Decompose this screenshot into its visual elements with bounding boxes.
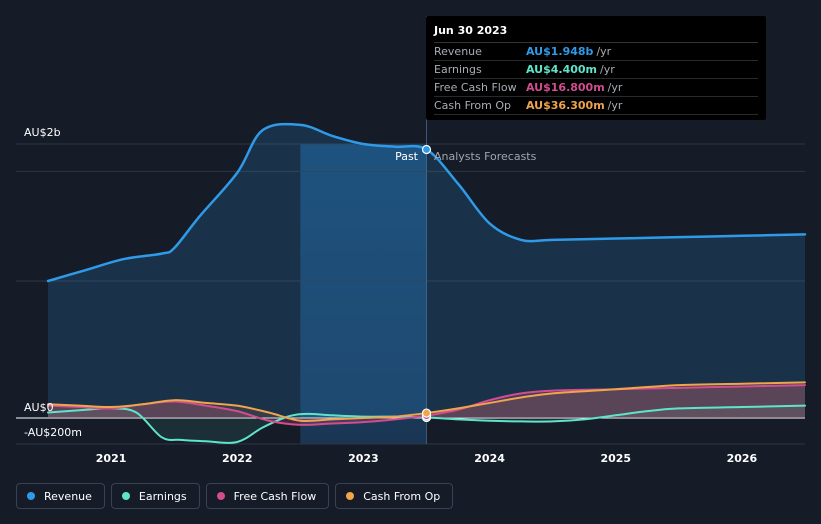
legend-revenue[interactable]: Revenue (16, 483, 105, 509)
tooltip-series-name: Revenue (434, 45, 482, 58)
past-label: Past (395, 150, 419, 163)
revenue-line (46, 122, 807, 283)
y-label-zero: AU$0 (24, 401, 54, 414)
tooltip-unit: /yr (607, 81, 623, 94)
legend-label: Revenue (44, 489, 92, 503)
tooltip: Jun 30 2023 Revenue AU$1.948b/yr Earnings A… (426, 16, 766, 120)
tooltip-series-name: Earnings (434, 63, 482, 76)
tooltip-series-name: Cash From Op (434, 99, 512, 112)
tooltip-row: Cash From Op AU$36.300m/yr (434, 97, 758, 115)
y-label-bottom: -AU$200m (24, 426, 82, 439)
tooltip-series-name: Free Cash Flow (434, 81, 517, 94)
tooltip-series-value: AU$4.400m (526, 63, 598, 76)
tooltip-unit: /yr (600, 63, 615, 76)
revenue-marker (421, 144, 432, 155)
earnings-area (48, 405, 805, 443)
tooltip-unit: /yr (607, 99, 623, 112)
legend: Revenue Earnings Free Cash Flow Cash From O… (16, 483, 454, 509)
x-tick-label: 2024 (474, 452, 505, 465)
tooltip-row: Revenue AU$1.948b/yr (434, 43, 758, 61)
forecast-label: Analysts Forecasts (434, 150, 537, 163)
tooltip-row: Earnings AU$4.400m/yr (434, 61, 758, 79)
x-tick-label: 2025 (600, 452, 631, 465)
x-tick-label: 2022 (222, 452, 253, 465)
legend-earnings[interactable]: Earnings (110, 483, 200, 509)
tooltip-unit: /yr (596, 45, 612, 58)
legend-label: Earnings (138, 489, 187, 503)
cash-from-op-marker (421, 408, 432, 418)
past-band (300, 144, 427, 444)
legend-dot-icon (346, 492, 355, 500)
legend-label: Free Cash Flow (233, 489, 317, 503)
legend-label: Cash From Op (363, 489, 441, 503)
x-tick-label: 2023 (348, 452, 379, 465)
x-tick-label: 2021 (96, 452, 127, 465)
tooltip-series-value: AU$36.300m (526, 99, 605, 112)
tooltip-series-value: AU$1.948b (526, 45, 594, 58)
tooltip-row: Free Cash Flow AU$16.800m/yr (434, 79, 758, 97)
legend-dot-icon (121, 492, 130, 500)
cash-from-op-line (47, 381, 806, 423)
tooltip-series-value: AU$16.800m (526, 81, 605, 94)
legend-dot-icon (27, 492, 35, 500)
revenue-area (48, 124, 805, 418)
legend-free-cash-flow[interactable]: Free Cash Flow (205, 483, 330, 509)
earnings-line (47, 404, 806, 444)
legend-dot-icon (216, 492, 225, 500)
x-tick-label: 2026 (727, 452, 758, 465)
y-label-top: AU$2b (24, 126, 61, 139)
tooltip-date: Jun 30 2023 (434, 24, 758, 43)
legend-cash-from-op[interactable]: Cash From Op (335, 483, 454, 509)
